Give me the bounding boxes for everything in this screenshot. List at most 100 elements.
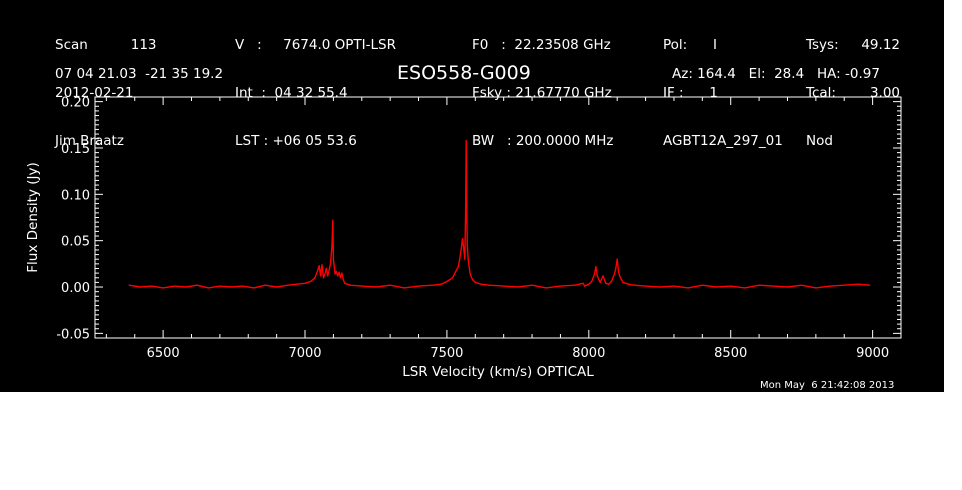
az-el-ha: Az: 164.4 El: 28.4 HA: -0.97: [672, 66, 880, 82]
spectrum-point: [328, 269, 330, 271]
tsys-value: 49.12: [861, 37, 900, 53]
spectrum-point: [673, 285, 675, 287]
spectrum-point: [219, 285, 221, 287]
spectrum-point: [341, 272, 343, 274]
spectrum-point: [474, 281, 476, 283]
spectrum-point: [595, 266, 597, 268]
spectrum-point: [471, 279, 474, 281]
spectrum-point: [338, 271, 340, 273]
x-tick-label: 9000: [856, 346, 889, 361]
spectrum-point: [318, 265, 320, 267]
spectrum-point: [230, 286, 232, 288]
spectrum-trace: [128, 139, 870, 289]
plot-frame: [94, 96, 902, 339]
bw-line: BW : 200.0000 MHz: [472, 133, 614, 149]
spectrum-point: [460, 249, 462, 251]
x-tick-label: 8000: [572, 346, 605, 361]
spectrum-point: [327, 275, 329, 277]
spectrum-point: [304, 282, 306, 284]
spectrum-point: [459, 258, 461, 260]
header-pol-block: Pol: I IF : 1 AGBT12A_297_01: [663, 5, 783, 181]
spectrum-point: [622, 281, 624, 283]
spectrum-point: [627, 283, 630, 285]
x-tick-label: 7500: [430, 346, 463, 361]
if-line: IF : 1: [663, 85, 718, 101]
spectrum-point: [310, 280, 312, 283]
y-tick-label: 0.20: [61, 96, 90, 111]
spectrum-point: [531, 284, 533, 286]
spectrum-point: [772, 285, 774, 287]
spectrum-point: [464, 258, 466, 260]
x-tick-label: 8500: [714, 346, 747, 361]
spectrum-point: [389, 284, 391, 286]
tsys-label: Tsys:: [806, 37, 839, 53]
spectrum-point: [503, 285, 505, 287]
spectrum-point: [463, 249, 465, 251]
spectrum-point: [317, 269, 319, 271]
spectrum-point: [480, 283, 482, 285]
spectrum-point: [432, 284, 434, 286]
spectrum-point: [242, 285, 244, 287]
spectrum-point: [467, 258, 469, 260]
y-tick-label: -0.05: [56, 327, 90, 342]
spectrum-point: [417, 285, 420, 287]
spectrum-point: [786, 286, 789, 288]
scan-line: Scan 113: [55, 37, 157, 53]
spectrum-point: [758, 284, 760, 286]
spectrum-point: [613, 273, 616, 275]
spectrum-point: [375, 286, 377, 288]
spectrum-point: [339, 277, 342, 279]
spectrum-point: [602, 275, 604, 277]
spectrum-point: [454, 271, 456, 273]
procedure-label: Nod: [806, 133, 833, 149]
x-axis-label: LSR Velocity (km/s) OPTICAL: [402, 364, 594, 380]
spectrum-point: [139, 286, 141, 288]
spectrum-point: [173, 285, 176, 287]
spectrum-point: [333, 266, 335, 268]
velocity-line: V : 7674.0 OPTI-LSR: [235, 37, 396, 53]
project-line: AGBT12A_297_01: [663, 133, 783, 149]
pol-line: Pol: I: [663, 37, 717, 53]
spectrum-point: [361, 285, 363, 287]
spectrum-point: [829, 285, 831, 287]
spectrum-point: [295, 283, 298, 285]
spectrum-point: [342, 279, 344, 281]
spectrum-point: [466, 244, 468, 246]
spectrum-point: [446, 280, 448, 283]
spectrum-point: [335, 270, 337, 272]
spectrum-point: [264, 284, 266, 286]
spectrum-point: [615, 267, 617, 270]
spectrum-point: [730, 285, 732, 287]
spectrum-point: [337, 275, 339, 277]
spectrum-point: [468, 266, 470, 268]
spectrum-point: [334, 273, 336, 275]
spectrum-point: [344, 282, 346, 284]
spectrum-point: [287, 284, 289, 286]
spectrum-point: [610, 280, 613, 283]
spectrum-point: [457, 266, 459, 268]
y-axis-label: Flux Density (Jy): [25, 162, 41, 272]
spectrum-point: [701, 284, 703, 286]
spectrum-point: [320, 275, 322, 277]
spectrum-point: [599, 281, 601, 283]
y-tick-label: 0.15: [61, 142, 90, 157]
spectrum-point: [403, 287, 405, 289]
y-tick-label: 0.00: [61, 281, 90, 296]
spectrum-point: [128, 284, 130, 286]
spectrum-point: [196, 284, 198, 286]
spectrum-plot: 6500 7000 7500 8000 8500 9000 -0.05 0.00 0.05 0.1…: [25, 96, 902, 380]
spectrum-point: [488, 284, 491, 286]
f0-line: F0 : 22.23508 GHz: [472, 37, 611, 53]
spectrum-point: [469, 273, 471, 275]
header-scan-block: Scan 113 2012-02-21 Jim Braatz: [55, 5, 157, 181]
spectrum-point: [276, 286, 278, 288]
spectrum-point: [465, 212, 467, 214]
spectrum-point: [162, 287, 164, 289]
spectrum-point: [440, 283, 442, 285]
spectrum-point: [715, 286, 718, 288]
spectrum-point: [815, 287, 817, 289]
spectrum-point: [466, 216, 468, 219]
spectrum-point: [744, 287, 746, 289]
spectrum-point: [659, 286, 661, 288]
spectrum-point: [593, 273, 596, 275]
